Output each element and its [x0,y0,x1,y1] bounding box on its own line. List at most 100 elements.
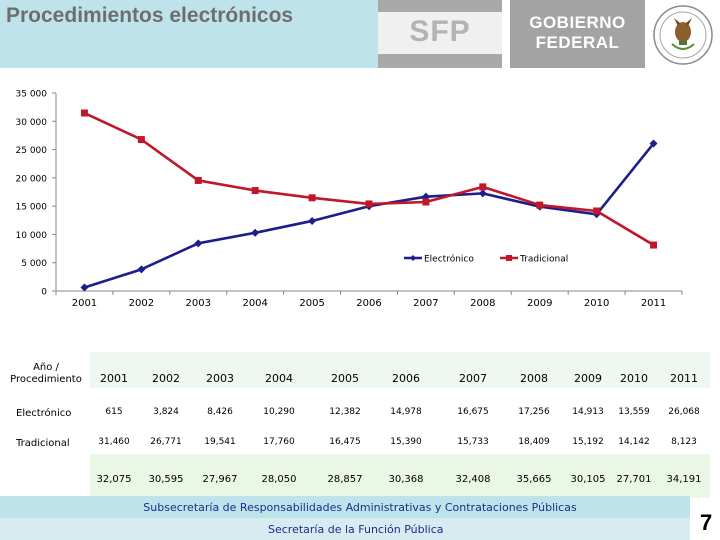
total-cell: 27,967 [202,474,238,485]
year-header-cell: 2011 [670,372,698,385]
data-point-electronico [137,265,146,274]
data-point-tradicional [194,176,202,184]
data-point-tradicional [536,201,544,209]
slide-footer: Subsecretaría de Responsabilidades Admin… [0,496,720,540]
x-tick-label: 2005 [299,298,324,309]
table-cell: 16,675 [457,407,489,417]
table-cell: 14,913 [572,407,604,417]
total-cell: 34,191 [666,474,702,485]
year-header-cell: 2007 [459,372,487,385]
data-point-electronico [308,216,317,225]
line-chart: 0 5 000 10 000 15 000 20 000 25 000 30 000 35 0… [16,90,683,309]
data-point-electronico [80,283,89,292]
row-label-tradicional: Tradicional [16,438,70,449]
data-point-tradicional [479,183,487,191]
sfp-logo: SFP [378,0,502,68]
total-cell: 30,368 [388,474,424,485]
data-point-tradicional [593,207,601,215]
table-cell: 15,390 [390,437,422,447]
sfp-logo-text: SFP [409,15,471,48]
x-tick-label: 2009 [527,298,552,309]
header-row-highlight [90,352,710,388]
gobierno-logo-line1: GOBIERNO [529,13,626,32]
y-tick-label: 35 000 [16,90,48,100]
series-line-tradicional [83,111,655,247]
y-tick-label: 10 000 [16,231,48,241]
x-tick-label: 2004 [242,298,267,309]
table-cell: 3,824 [153,407,179,417]
chart-series [80,109,658,292]
x-tick-label: 2006 [356,298,381,309]
table-cell: 31,460 [98,437,130,447]
x-tick-label: 2011 [641,298,666,309]
table-cell: 615 [105,407,123,417]
footer-subsecretaria: Subsecretaría de Responsabilidades Admin… [143,501,577,514]
title-bar: Procedimientos electrónicos [0,0,378,68]
gobierno-federal-logo: GOBIERNO FEDERAL [510,0,645,68]
y-tick-label: 20 000 [16,174,48,184]
table-cell: 14,978 [390,407,422,417]
x-tick-label: 2001 [72,298,97,309]
table-cell: 15,192 [572,437,604,447]
year-header-cell: 2003 [206,372,234,385]
table-cell: 19,541 [204,437,236,447]
data-point-tradicional [308,194,316,202]
y-tick-label: 15 000 [16,203,48,213]
y-tick-label: 30 000 [16,118,48,128]
sfp-logo-plate: SFP [378,12,502,54]
mexico-coat-of-arms-icon [653,5,713,65]
series-line-electronico [84,142,655,289]
table-cell: 17,760 [263,437,295,447]
y-tick-label: 0 [41,288,47,298]
data-point-tradicional [422,198,430,206]
row-label-electronico: Electrónico [16,408,72,419]
legend-marker-electronico [410,255,416,261]
gobierno-logo-line2: FEDERAL [535,33,620,52]
year-header-cell: 2002 [152,372,180,385]
data-point-tradicional [251,187,259,195]
table-cell: 26,068 [668,407,700,417]
y-tick-label: 25 000 [16,146,48,156]
legend-label-electronico: Electrónico [424,254,474,265]
table-header-label: Año / Procedimiento [10,362,82,385]
slide-title: Procedimientos electrónicos [6,4,294,27]
table-cell: 8,123 [671,437,697,447]
table-cell: 12,382 [329,407,361,417]
data-point-electronico [251,228,260,237]
legend-label-tradicional: Tradicional [519,255,568,265]
total-cell: 30,105 [570,474,606,485]
footer-strip [0,518,690,540]
total-cell: 28,050 [261,474,297,485]
table-cell: 13,559 [618,407,650,417]
data-table: Año / Procedimiento Electrónico Tradicio… [0,350,720,500]
data-point-electronico [478,189,487,198]
x-tick-label: 2003 [186,298,211,309]
data-point-tradicional [650,241,658,249]
year-header-cell: 2008 [520,372,548,385]
data-point-electronico [649,139,658,148]
year-header-cell: 2001 [100,372,128,385]
x-tick-label: 2010 [584,298,609,309]
x-tick-label: 2002 [129,298,154,309]
year-header-cell: 2004 [265,372,293,385]
data-point-tradicional [137,136,145,144]
data-point-tradicional [80,109,88,117]
table-cell: 16,475 [329,437,361,447]
total-cell: 35,665 [516,474,552,485]
total-cell: 27,701 [616,474,652,485]
chart-axes: 0 5 000 10 000 15 000 20 000 25 000 30 000 35 0… [16,90,683,309]
table-cell: 17,256 [518,407,550,417]
table-cell: 14,142 [618,437,650,447]
total-cell: 32,075 [96,474,132,485]
totals-row-highlight [90,454,710,498]
table-cell: 18,409 [518,437,550,447]
total-cell: 30,595 [148,474,184,485]
x-tick-label: 2007 [413,298,438,309]
table-cell: 8,426 [207,407,233,417]
year-header-cell: 2005 [331,372,359,385]
legend-marker-tradicional [506,255,512,261]
table-cell: 15,733 [457,437,489,447]
x-tick-label: 2008 [470,298,495,309]
year-header-cell: 2010 [620,372,648,385]
data-point-tradicional [365,200,373,208]
